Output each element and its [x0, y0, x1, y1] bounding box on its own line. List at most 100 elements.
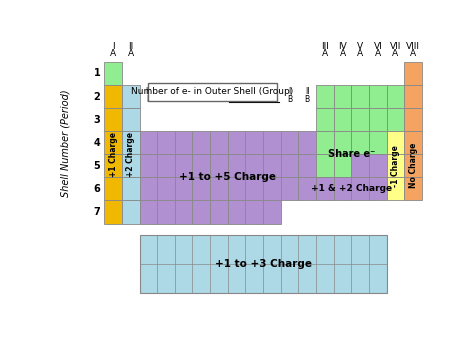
- Bar: [334, 178, 351, 201]
- Bar: [334, 154, 351, 178]
- Bar: [387, 85, 404, 108]
- Bar: [175, 178, 192, 201]
- Text: Shell Number (Period): Shell Number (Period): [61, 89, 71, 197]
- Bar: [175, 131, 192, 154]
- Text: +1 to +5 Charge: +1 to +5 Charge: [179, 172, 276, 182]
- Text: A: A: [375, 49, 381, 58]
- Bar: [298, 178, 316, 201]
- Bar: [246, 154, 263, 178]
- Bar: [192, 178, 210, 201]
- Text: Share e⁻: Share e⁻: [328, 149, 375, 159]
- Text: IV: IV: [338, 42, 347, 51]
- Text: VIII: VIII: [248, 87, 260, 96]
- Bar: [192, 131, 210, 154]
- Bar: [334, 85, 351, 108]
- Text: +2 Charge: +2 Charge: [126, 132, 135, 177]
- Bar: [316, 154, 334, 178]
- Bar: [228, 154, 246, 178]
- Text: III: III: [145, 87, 152, 96]
- Text: B: B: [305, 95, 310, 104]
- Text: VIII: VIII: [406, 42, 420, 51]
- Text: A: A: [128, 49, 134, 58]
- Bar: [104, 178, 122, 201]
- Bar: [298, 154, 316, 178]
- Bar: [122, 85, 139, 108]
- Text: B: B: [287, 95, 292, 104]
- Text: B: B: [164, 95, 169, 104]
- Bar: [157, 131, 175, 154]
- Bar: [122, 108, 139, 131]
- Bar: [157, 154, 175, 178]
- Text: A: A: [339, 49, 346, 58]
- Bar: [316, 178, 334, 201]
- Text: B: B: [252, 95, 257, 104]
- Bar: [122, 154, 139, 178]
- Text: 3: 3: [93, 115, 100, 125]
- Bar: [404, 154, 422, 178]
- Text: B: B: [199, 95, 204, 104]
- FancyBboxPatch shape: [147, 83, 277, 101]
- Bar: [210, 201, 228, 224]
- Bar: [246, 131, 263, 154]
- Bar: [334, 108, 351, 131]
- Bar: [351, 154, 369, 178]
- Bar: [210, 131, 228, 154]
- Bar: [387, 154, 404, 178]
- Bar: [404, 178, 422, 201]
- Text: 5: 5: [93, 161, 100, 171]
- Bar: [157, 201, 175, 224]
- Text: 2: 2: [93, 92, 100, 102]
- Bar: [369, 131, 387, 154]
- Text: No Charge: No Charge: [409, 143, 418, 189]
- Bar: [122, 131, 139, 154]
- Bar: [210, 154, 228, 178]
- Bar: [122, 201, 139, 224]
- Bar: [104, 154, 122, 178]
- Bar: [263, 201, 281, 224]
- Text: +1 & +2 Charge: +1 & +2 Charge: [311, 184, 392, 193]
- Bar: [192, 154, 210, 178]
- Bar: [157, 178, 175, 201]
- Bar: [139, 201, 157, 224]
- Text: B: B: [181, 95, 186, 104]
- Text: A: A: [322, 49, 328, 58]
- Bar: [104, 108, 122, 131]
- Bar: [246, 178, 263, 201]
- Text: VI: VI: [198, 87, 205, 96]
- Text: VI: VI: [374, 42, 382, 51]
- Text: A: A: [410, 49, 416, 58]
- Bar: [139, 154, 157, 178]
- Bar: [387, 108, 404, 131]
- Text: -1 Charge: -1 Charge: [391, 145, 400, 187]
- Bar: [104, 131, 122, 154]
- Text: II: II: [128, 42, 133, 51]
- Bar: [351, 178, 369, 201]
- Text: A: A: [110, 49, 116, 58]
- Bar: [316, 131, 334, 154]
- Bar: [404, 108, 422, 131]
- Bar: [228, 178, 246, 201]
- Bar: [263, 131, 281, 154]
- Bar: [369, 85, 387, 108]
- Bar: [404, 85, 422, 108]
- Bar: [175, 201, 192, 224]
- Bar: [246, 201, 263, 224]
- Bar: [104, 85, 122, 108]
- Bar: [263, 154, 281, 178]
- Bar: [263, 178, 281, 201]
- Bar: [369, 178, 387, 201]
- Bar: [369, 108, 387, 131]
- Bar: [351, 108, 369, 131]
- Text: VII: VII: [390, 42, 401, 51]
- Text: A: A: [392, 49, 399, 58]
- Text: B: B: [146, 95, 151, 104]
- Bar: [281, 154, 298, 178]
- Bar: [139, 235, 387, 293]
- Text: III: III: [321, 42, 329, 51]
- Bar: [404, 62, 422, 85]
- Bar: [369, 154, 387, 178]
- Bar: [404, 131, 422, 154]
- Text: VII: VII: [214, 87, 224, 96]
- Text: B: B: [216, 95, 221, 104]
- Bar: [281, 131, 298, 154]
